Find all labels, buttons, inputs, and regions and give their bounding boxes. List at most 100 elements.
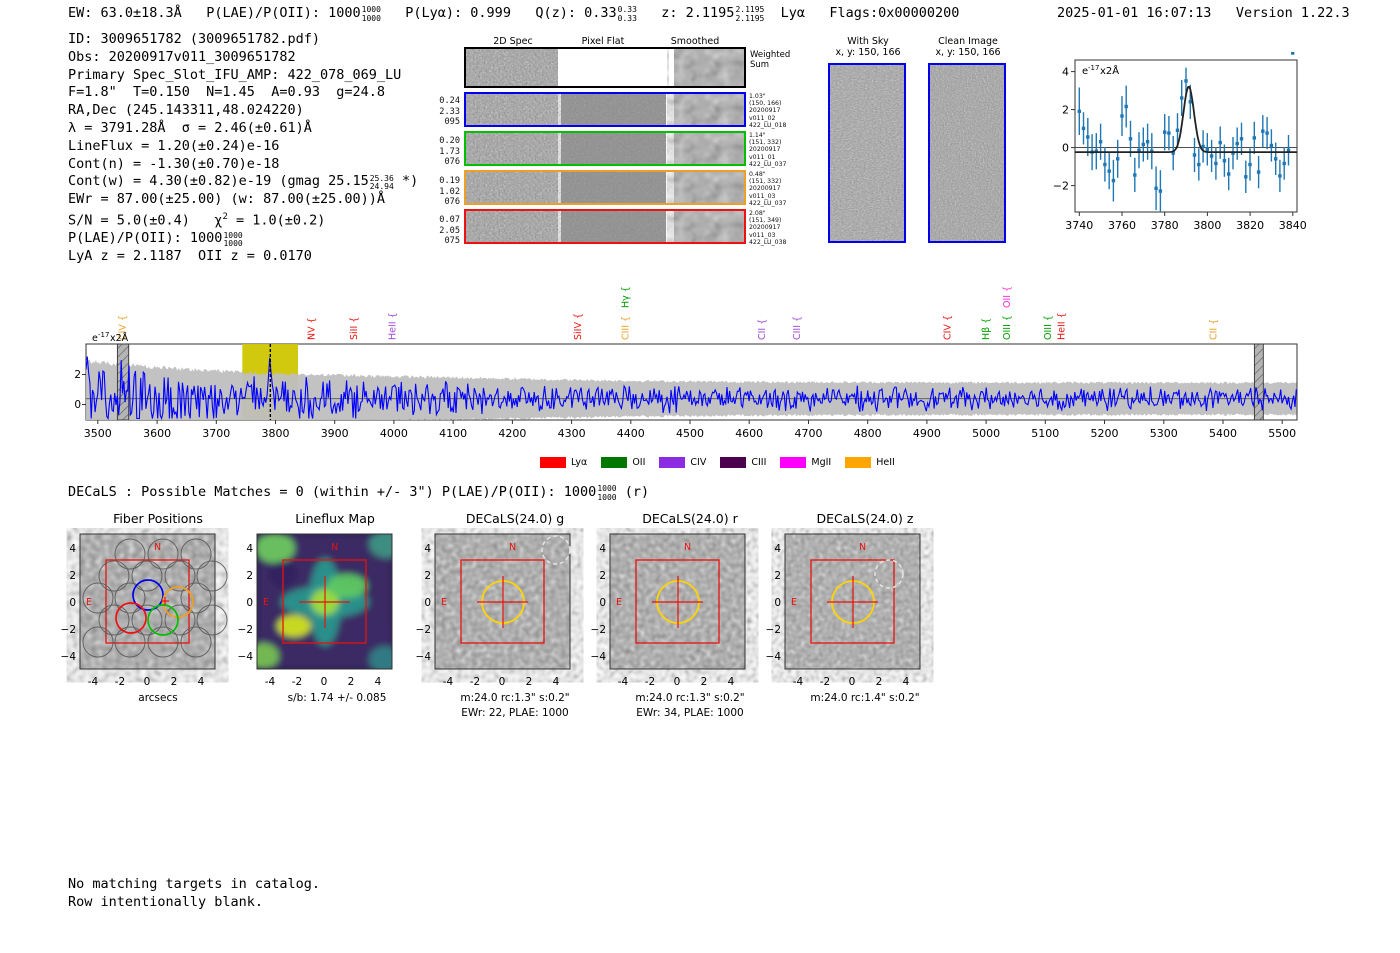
svg-text:-17: -17: [1088, 64, 1099, 72]
svg-text:HeII {: HeII {: [388, 312, 399, 340]
svg-text:2: 2: [1062, 103, 1069, 116]
cutout-title-decals-z: DECaLS(24.0) z: [816, 511, 914, 526]
info-radec: RA,Dec (245.143311,48.024220): [68, 102, 304, 119]
clean-image-title: Clean Image x, y: 150, 166: [935, 36, 1001, 58]
legend-label-civ: CIV: [690, 457, 707, 468]
svg-text:N: N: [859, 542, 866, 553]
svg-text:CIV {: CIV {: [118, 315, 129, 340]
svg-text:SiIV {: SiIV {: [573, 313, 584, 340]
svg-text:−4: −4: [238, 651, 254, 663]
header-timestamp-version: 2025-01-01 16:07:13 Version 1.22.3: [1057, 5, 1350, 21]
fiber-row-panel: [464, 131, 746, 166]
svg-text:2: 2: [876, 676, 883, 688]
info-seeing-throughput: F=1.8" T=0.150 N=1.45 A=0.93 g=24.8: [68, 84, 385, 101]
info-lineflux: LineFlux = 1.20(±0.24)e-16: [68, 137, 280, 154]
fiber-row-metadata: 0.48" (151, 332) 20200917 v011_03 422_LU_037: [749, 171, 787, 207]
svg-text:4: 4: [599, 543, 606, 555]
bottom-note: No matching targets in catalog. Row inte…: [68, 875, 320, 911]
svg-text:E: E: [791, 597, 797, 608]
svg-text:x2Å: x2Å: [110, 332, 129, 344]
svg-text:0: 0: [69, 597, 76, 609]
svg-text:-17: -17: [98, 331, 109, 339]
cutout-caption-decals-g-2: EWr: 22, PLAE: 1000: [461, 707, 569, 719]
svg-text:-2: -2: [115, 676, 125, 688]
info-plae-fraction: 1000 1000: [223, 230, 243, 249]
cutout-caption-decals-g-1: m:24.0 rc:1.3" s:0.2": [460, 692, 570, 704]
svg-text:2: 2: [599, 570, 606, 582]
svg-text:4500: 4500: [676, 427, 704, 440]
svg-text:-4: -4: [88, 676, 99, 688]
cutout-title-fiber-positions: Fiber Positions: [113, 511, 203, 526]
svg-text:CIII {: CIII {: [620, 316, 631, 340]
weighted-sum-label: Weighted Sum: [750, 50, 791, 70]
header-plae-label: P(LAE)/P(OII): 1000: [206, 5, 361, 21]
svg-text:3740: 3740: [1065, 219, 1093, 232]
legend-swatch-oii: [601, 457, 628, 468]
svg-text:4: 4: [774, 543, 781, 555]
info-ewr: EWr = 87.00(±25.00) (w: 87.00(±25.00))Å: [68, 191, 385, 208]
info-lambda-sigma: λ = 3791.28Å σ = 2.46(±0.61)Å: [68, 119, 312, 136]
header-version: Version 1.22.3: [1235, 5, 1350, 21]
svg-text:CII {: CII {: [757, 319, 768, 340]
svg-text:-2: -2: [292, 676, 302, 688]
cutout-fiber-positions: N E -4 -2 0 2 4 4 2 0 −2 −4: [61, 533, 228, 688]
header-plya: P(Lyα): 0.999: [405, 5, 511, 21]
svg-text:2: 2: [701, 676, 708, 688]
legend-swatch-ciii: [720, 457, 747, 468]
svg-text:0: 0: [246, 597, 253, 609]
legend-swatch-civ: [659, 457, 686, 468]
svg-text:0: 0: [321, 676, 328, 688]
svg-text:0: 0: [144, 676, 151, 688]
svg-text:2: 2: [246, 570, 253, 582]
cutout-lineflux-map: N E -4 -2 0 2 4 4 2 0 −2 −4: [238, 533, 393, 688]
svg-text:−2: −2: [1053, 179, 1069, 192]
svg-text:2: 2: [74, 369, 81, 381]
svg-text:3840: 3840: [1279, 219, 1307, 232]
header-z-fraction: 2.1195 2.1195: [735, 5, 765, 23]
clean-image: [928, 63, 1006, 243]
svg-text:2: 2: [69, 570, 76, 582]
svg-text:2: 2: [171, 676, 178, 688]
svg-text:2: 2: [774, 570, 781, 582]
svg-text:OIII {: OIII {: [1002, 315, 1013, 340]
info-primary-spec: Primary Spec_Slot_IFU_AMP: 422_078_069_L…: [68, 66, 402, 83]
weighted-sum-row: [464, 47, 746, 88]
legend-label-lya: Lyα: [571, 457, 588, 468]
svg-text:E: E: [86, 597, 92, 608]
svg-text:CIII {: CIII {: [792, 316, 803, 340]
svg-text:HeII {: HeII {: [1056, 312, 1067, 340]
cutout-title-decals-r: DECaLS(24.0) r: [642, 511, 738, 526]
fiber-row-left-values: 0.19 1.02 076: [439, 176, 460, 208]
svg-text:2: 2: [526, 676, 533, 688]
legend-swatch-lya: [540, 457, 566, 468]
svg-text:−2: −2: [766, 624, 781, 636]
emission-line-plot-svg: e -17 x2Å 4 2 0 −2 3740 3760 3780 3800 3820…: [1053, 52, 1307, 232]
svg-text:N: N: [331, 542, 338, 553]
cutout-title-decals-g: DECaLS(24.0) g: [465, 511, 565, 526]
svg-text:4900: 4900: [913, 427, 941, 440]
svg-text:-4: -4: [793, 676, 804, 688]
svg-text:3800: 3800: [1193, 219, 1221, 232]
fiber-row-metadata: 2.08" (151, 349) 20200917 v011_03 422_LU_038: [749, 210, 787, 246]
svg-text:−4: −4: [766, 651, 782, 663]
fiber-row-panel: [464, 92, 746, 127]
fiber-row-left-values: 0.07 2.05 075: [439, 215, 460, 247]
svg-text:-2: -2: [645, 676, 655, 688]
cutout-title-lineflux-map: Lineflux Map: [295, 511, 375, 526]
decals-plae-fraction: 1000 1000: [597, 484, 617, 502]
svg-text:4: 4: [903, 676, 910, 688]
svg-text:−2: −2: [238, 624, 253, 636]
svg-text:-4: -4: [618, 676, 629, 688]
with-sky-title: With Sky x, y: 150, 166: [835, 36, 901, 58]
header-plae-fraction: 1000 1000: [361, 5, 381, 23]
with-sky-image: [828, 63, 906, 243]
svg-text:0: 0: [424, 597, 431, 609]
svg-text:0: 0: [74, 399, 81, 411]
svg-text:E: E: [441, 597, 447, 608]
svg-text:N: N: [684, 542, 691, 553]
cutout-decals-r: N E -4 -2 0 2 4 4 2 0 −2 −4: [591, 533, 746, 688]
fiber-row-panel: [464, 170, 746, 205]
legend-label-heii: HeII: [876, 457, 895, 468]
svg-text:E: E: [263, 597, 269, 608]
svg-text:−4: −4: [61, 651, 77, 663]
